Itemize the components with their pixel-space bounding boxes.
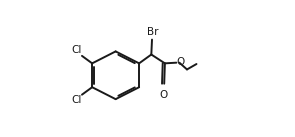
- Text: Cl: Cl: [71, 45, 81, 55]
- Text: O: O: [177, 57, 185, 67]
- Text: Cl: Cl: [71, 95, 81, 105]
- Text: O: O: [159, 90, 167, 100]
- Text: Br: Br: [147, 27, 158, 37]
